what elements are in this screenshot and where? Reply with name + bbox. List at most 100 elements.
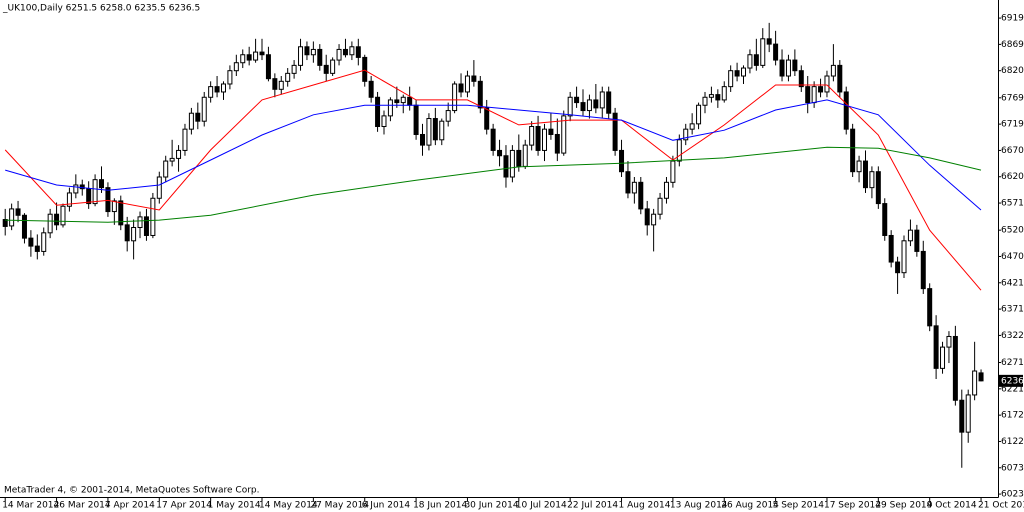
candle-body: [843, 91, 849, 130]
candle-body: [895, 261, 901, 274]
candle-body: [432, 118, 438, 141]
x-tick-label: 17 Sep 2014: [824, 501, 881, 511]
y-tick-label: 6520.0: [1001, 226, 1024, 236]
candle-body: [111, 200, 117, 213]
candle-body: [818, 86, 824, 93]
candle-body: [862, 160, 868, 189]
candle-body: [882, 203, 888, 236]
candle-body: [920, 250, 926, 290]
candle-body: [663, 181, 669, 199]
candle-body: [188, 112, 194, 130]
current-price-label: 6236.5: [1001, 376, 1024, 386]
candle-body: [452, 83, 458, 112]
candle-body: [516, 149, 522, 167]
candle-body: [400, 96, 406, 104]
candle-body: [933, 325, 939, 369]
candle-body: [227, 70, 233, 85]
candle-body: [426, 118, 432, 146]
y-tick-label: 6869.5: [1001, 40, 1024, 50]
x-tick-label: 14 May 2014: [259, 501, 318, 511]
y-tick-label: 6719.5: [1001, 120, 1024, 130]
candle-body: [670, 160, 676, 183]
candle-body: [195, 112, 201, 122]
x-tick-label: 18 Jun 2014: [413, 501, 467, 511]
y-tick-label: 6322.0: [1001, 331, 1024, 341]
y-tick-label: 6271.0: [1001, 358, 1024, 368]
candle-body: [753, 54, 759, 66]
candle-body: [310, 48, 316, 56]
y-tick-label: 6670.0: [1001, 146, 1024, 156]
x-tick-label: 29 Sep 2014: [875, 501, 932, 511]
candle-body: [28, 237, 34, 247]
x-tick-label: 9 Oct 2014: [927, 501, 977, 511]
candle-body: [830, 64, 836, 77]
candle-body: [927, 288, 933, 327]
x-tick-label: 26 Aug 2014: [721, 501, 779, 511]
candle-body: [773, 43, 779, 61]
candle-body: [278, 80, 284, 90]
candle-body: [336, 48, 342, 61]
candle-body: [208, 86, 214, 98]
candle-body: [509, 149, 515, 178]
candle-body: [824, 75, 830, 93]
candle-body: [766, 38, 772, 45]
y-tick-label: 6421.0: [1001, 278, 1024, 288]
candle-body: [15, 208, 21, 216]
candle-body: [156, 176, 162, 199]
candle-body: [323, 64, 329, 74]
y-tick-label: 6221.5: [1001, 384, 1024, 394]
candle-body: [60, 205, 66, 226]
candle-body: [420, 133, 426, 146]
candle-body: [914, 229, 920, 252]
candle-body: [118, 200, 124, 226]
candle-body: [631, 181, 637, 194]
candle-body: [41, 232, 47, 252]
candle-body: [304, 46, 310, 56]
candle-body: [342, 48, 348, 56]
candle-body: [760, 38, 766, 66]
candle-body: [368, 80, 374, 98]
candle-body: [394, 99, 400, 104]
y-tick-label: 6820.0: [1001, 66, 1024, 76]
candle-body: [541, 128, 547, 151]
candle-body: [375, 96, 381, 128]
y-tick-label: 6371.5: [1001, 305, 1024, 315]
candle-body: [708, 94, 714, 98]
candle-body: [330, 59, 336, 74]
candle-body: [689, 123, 695, 130]
candle-body: [651, 213, 657, 226]
candle-body: [490, 128, 496, 151]
y-tick-label: 6470.5: [1001, 252, 1024, 262]
candle-body: [593, 99, 599, 109]
candle-body: [683, 128, 689, 141]
candle-body: [413, 104, 419, 135]
candle-body: [349, 46, 355, 56]
x-tick-label: 27 May 2014: [310, 501, 369, 511]
candle-body: [21, 214, 27, 239]
candle-body: [965, 394, 971, 433]
candle-body: [34, 245, 40, 252]
candle-body: [901, 240, 907, 274]
candle-body: [785, 59, 791, 77]
candle-body: [298, 46, 304, 66]
candle-body: [484, 107, 490, 130]
moving-average-line: [5, 99, 982, 211]
x-tick-label: 22 Jul 2014: [567, 501, 618, 511]
candle-body: [676, 139, 682, 162]
candle-body: [233, 62, 239, 72]
candle-body: [837, 64, 843, 93]
candle-body: [387, 99, 393, 117]
candle-body: [888, 234, 894, 263]
candle-body: [574, 96, 580, 104]
candle-body: [907, 229, 913, 242]
candle-body: [946, 335, 952, 348]
candle-body: [715, 94, 721, 101]
candle-body: [439, 120, 445, 141]
candle-body: [285, 72, 291, 82]
y-tick-label: 6172.0: [1001, 411, 1024, 421]
candle-body: [143, 216, 149, 236]
candle-body: [163, 160, 169, 178]
candle-body: [407, 96, 413, 106]
x-tick-label: 30 Jun 2014: [464, 501, 518, 511]
x-tick-label: 7 Apr 2014: [105, 501, 155, 511]
